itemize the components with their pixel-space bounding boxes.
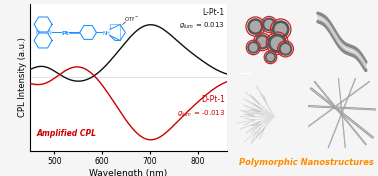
Circle shape: [249, 21, 261, 32]
Circle shape: [264, 20, 274, 29]
Text: $g_{lum}$ = 0.013: $g_{lum}$ = 0.013: [179, 21, 225, 32]
Circle shape: [257, 37, 268, 47]
Text: $\rm{OTf}^-$: $\rm{OTf}^-$: [124, 15, 139, 23]
Text: Amplified CPL: Amplified CPL: [36, 129, 96, 138]
Circle shape: [272, 20, 290, 38]
Text: L-Pt-1: L-Pt-1: [203, 8, 225, 17]
Text: D-Pt-1: D-Pt-1: [201, 95, 225, 104]
Circle shape: [271, 36, 284, 50]
Circle shape: [274, 23, 287, 36]
Circle shape: [265, 52, 276, 63]
Circle shape: [266, 53, 274, 61]
Circle shape: [281, 44, 290, 54]
Text: N: N: [47, 30, 51, 35]
Text: Polymorphic Nanostructures: Polymorphic Nanostructures: [239, 158, 373, 167]
Circle shape: [268, 33, 287, 53]
Text: NH: NH: [102, 31, 110, 36]
Circle shape: [255, 34, 270, 50]
Circle shape: [247, 41, 260, 54]
Circle shape: [279, 42, 292, 56]
Y-axis label: CPL Intensity (a.u.): CPL Intensity (a.u.): [19, 37, 28, 117]
Text: Pt: Pt: [62, 31, 69, 36]
Text: N: N: [36, 30, 39, 35]
Circle shape: [262, 17, 276, 32]
Text: $g_{lum}$ = -0.013: $g_{lum}$ = -0.013: [177, 108, 225, 119]
Circle shape: [247, 18, 263, 35]
X-axis label: Wavelength (nm): Wavelength (nm): [89, 169, 168, 176]
Circle shape: [249, 43, 258, 52]
